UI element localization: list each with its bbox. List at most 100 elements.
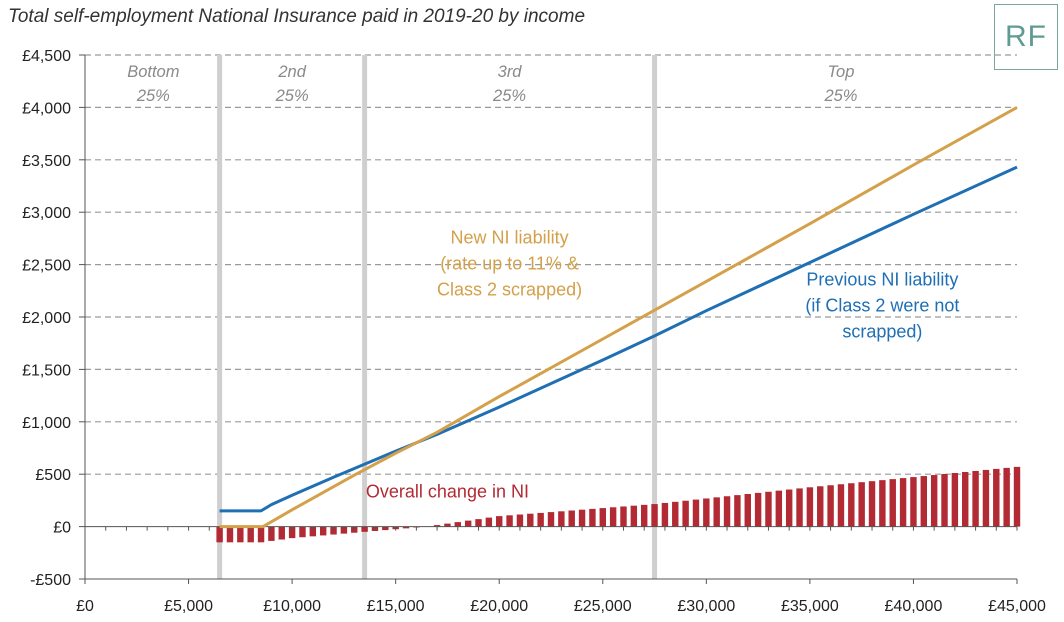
y-tick-label: £4,000 xyxy=(22,100,71,117)
change-bar xyxy=(796,488,803,527)
change-bar xyxy=(672,501,679,527)
change-bar xyxy=(920,476,928,527)
change-bar xyxy=(433,525,441,527)
annotation-line: (rate up to 11% & xyxy=(440,254,579,274)
quartile-label: 25% xyxy=(275,87,309,105)
quartile-label: 3rd xyxy=(498,63,523,81)
x-tick-label: £45,000 xyxy=(988,598,1046,615)
y-tick-label: £0 xyxy=(53,520,71,537)
change-bar xyxy=(247,526,254,543)
y-tick-label: £4,500 xyxy=(22,48,71,65)
change-bar xyxy=(775,490,783,527)
change-bar xyxy=(454,522,462,527)
gridlines xyxy=(85,54,1017,475)
change-bar xyxy=(578,509,586,527)
change-bar xyxy=(216,526,223,543)
y-tick-label: £3,000 xyxy=(22,205,71,222)
series-lines xyxy=(219,106,1018,529)
change-bar xyxy=(734,495,741,527)
rf-logo: RF xyxy=(994,4,1058,70)
tick-labels: -£500 £0 £500 £1,000 £1,500 £2,000 £2,500 £3,00… xyxy=(22,48,1046,615)
change-bar xyxy=(319,526,327,536)
quartile-label: 25% xyxy=(136,87,170,105)
change-bar xyxy=(599,508,606,527)
quartile-label: Bottom xyxy=(127,63,179,81)
change-bar xyxy=(837,484,845,527)
change-bar xyxy=(527,513,534,527)
annotation-line: Overall change in NI xyxy=(366,481,529,501)
annotation-line: Previous NI liability xyxy=(806,270,958,290)
change-bar xyxy=(547,512,555,527)
change-bar xyxy=(930,475,938,527)
change-bar xyxy=(278,526,285,540)
x-tick-label: £5,000 xyxy=(164,598,213,615)
series-line xyxy=(219,106,1018,529)
change-bar xyxy=(640,504,648,527)
x-tick-label: £40,000 xyxy=(885,598,943,615)
annotation-line: (if Class 2 were not xyxy=(805,296,959,316)
x-tick-label: £30,000 xyxy=(677,598,735,615)
change-bar xyxy=(288,526,296,539)
annotations: New NI liability (rate up to 11% & Class 2… xyxy=(366,228,960,502)
y-tick-label: £1,000 xyxy=(22,415,71,432)
change-bar xyxy=(226,526,234,543)
change-bar xyxy=(972,470,979,527)
change-bar xyxy=(993,468,1000,527)
change-bar xyxy=(848,483,855,527)
change-bar xyxy=(951,472,959,527)
change-bar xyxy=(682,500,689,527)
change-bar xyxy=(485,517,493,527)
change-bar xyxy=(568,510,575,527)
change-bar xyxy=(340,526,348,534)
quartile-label: 25% xyxy=(823,87,857,105)
change-bar xyxy=(589,508,596,527)
change-bar xyxy=(558,511,565,527)
change-bar xyxy=(723,496,731,527)
change-bar xyxy=(785,489,793,527)
annotation-line: Class 2 scrapped) xyxy=(437,280,582,300)
change-bar xyxy=(506,515,513,527)
change-bar xyxy=(496,516,503,527)
change-bar xyxy=(982,469,990,527)
change-bar xyxy=(661,502,669,527)
chart-title: Total self-employment National Insurance… xyxy=(8,6,586,27)
series-line xyxy=(219,165,1018,513)
change-bar xyxy=(444,523,451,527)
quartile-label: Top xyxy=(827,63,854,81)
change-bar xyxy=(309,526,317,537)
x-tick-label: £20,000 xyxy=(470,598,528,615)
y-tick-label: £3,500 xyxy=(22,153,71,170)
annotation-line: scrapped) xyxy=(842,322,922,342)
change-bar xyxy=(620,506,627,527)
y-tick-label: £1,500 xyxy=(22,362,71,379)
y-tick-label: £2,500 xyxy=(22,258,71,275)
change-bar xyxy=(806,487,814,527)
change-bar xyxy=(744,494,751,527)
x-tick-label: £25,000 xyxy=(574,598,632,615)
change-bar xyxy=(941,474,948,527)
change-bar xyxy=(237,526,244,543)
change-bar xyxy=(858,482,865,527)
change-bar xyxy=(692,499,700,527)
change-bar xyxy=(1013,466,1021,527)
quartile-label: 2nd xyxy=(277,63,306,81)
x-tick-label: £15,000 xyxy=(367,598,425,615)
change-bar xyxy=(713,497,720,527)
quartile-label: 25% xyxy=(492,87,526,105)
y-tick-label: £500 xyxy=(35,467,71,484)
change-bar xyxy=(464,520,472,527)
y-tick-label: -£500 xyxy=(30,572,71,589)
x-tick-label: £0 xyxy=(76,598,94,615)
change-bar xyxy=(402,526,410,529)
change-bar xyxy=(1003,467,1010,527)
change-bar xyxy=(703,498,710,527)
change-bar xyxy=(361,526,368,532)
change-bar xyxy=(899,478,907,527)
change-bar xyxy=(868,481,876,527)
change-bar xyxy=(827,485,834,527)
change-bar xyxy=(651,504,658,527)
quartile-dividers: Bottom 25% 2nd 25% 3rd 25% Top 25% xyxy=(127,55,857,579)
change-bar xyxy=(879,480,886,527)
change-bars xyxy=(216,466,1021,543)
